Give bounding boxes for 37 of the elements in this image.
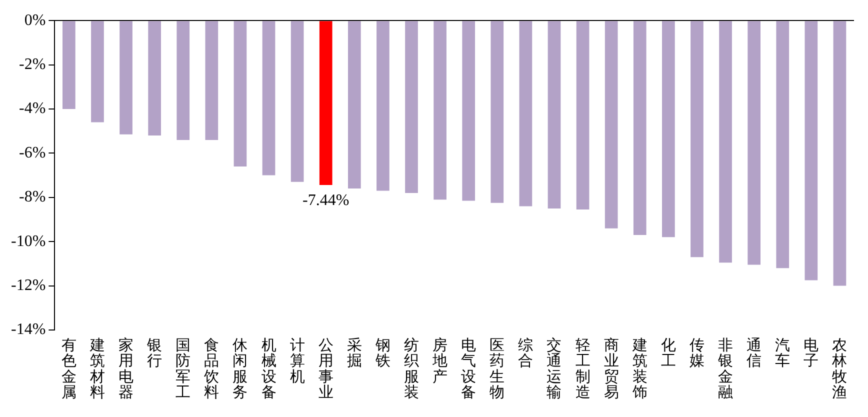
x-tick-label: 银行 [146,338,162,370]
y-tick-label: -4% [19,100,46,118]
x-tick-label: 采掘 [346,336,362,370]
x-tick-label: 公用事业 [318,336,334,402]
y-tick-label: -14% [11,321,46,338]
x-tick-label: 纺织服装 [404,336,420,402]
x-tick-label: 非银金融 [717,336,734,402]
x-tick-label: 机械设备 [261,336,276,402]
x-tick-label: 计算机 [290,336,305,386]
x-tick-label: 商业贸易 [604,336,619,402]
data-label: -7.44% [302,192,350,210]
y-tick-label: -8% [19,188,46,206]
y-tick-label: -6% [19,144,46,162]
x-tick-label: 传媒 [689,338,704,370]
x-tick-label: 建筑装饰 [631,336,648,402]
x-tick-label: 化工 [660,336,676,370]
y-tick-label: 0% [24,12,46,29]
x-tick-label: 房地产 [432,336,448,386]
y-tick-label: -2% [19,56,46,74]
x-tick-label: 国防军工 [176,338,191,402]
x-tick-label: 家用电器 [118,336,134,402]
x-tick-label: 建筑材料 [88,336,105,402]
x-tick-label: 钢铁 [374,338,390,370]
x-tick-label: 有色金属 [61,336,76,402]
x-tick-label: 汽车 [775,336,790,370]
x-tick-label: 轻工制造 [575,336,590,402]
x-tick-label: 交通运输 [546,336,562,402]
y-tick-label: -12% [11,277,46,294]
x-tick-label: 电子 [804,336,819,370]
x-tick-label: 通信 [746,336,762,370]
x-tick-label: 休闲服务 [232,338,248,402]
x-tick-label: 综合 [518,336,534,370]
x-tick-label: 电气设备 [461,336,476,402]
y-tick-label: -10% [11,232,46,250]
x-tick-label: 食品饮料 [203,336,220,402]
x-tick-label: 农林牧渔 [831,338,848,402]
x-tick-label: 医药生物 [490,338,505,402]
